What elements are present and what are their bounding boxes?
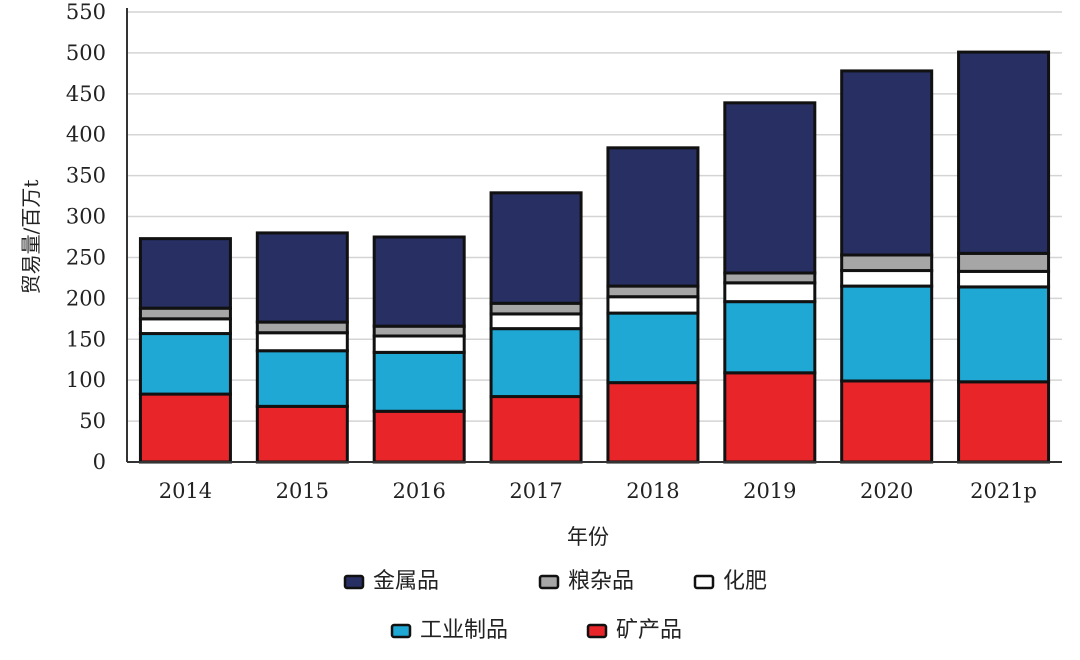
bar-segment-2019-1: [723, 300, 817, 375]
legend-label: 工业制品: [420, 618, 508, 643]
x-tick-label: 2018: [626, 479, 679, 503]
bar-segment-2014-0: [138, 392, 232, 464]
legend-swatch: [390, 623, 412, 639]
bar-segment-2020-4: [840, 69, 934, 257]
legend-swatch: [343, 574, 365, 590]
y-tick-label: 50: [79, 409, 106, 433]
bar-segment-2020-3: [840, 253, 934, 273]
legend-swatch: [693, 574, 715, 590]
bar-segment-2016-0: [372, 409, 466, 464]
legend-label: 粮杂品: [568, 569, 634, 594]
y-tick-label: 100: [66, 368, 106, 392]
axes: [126, 8, 1062, 463]
bar-segment-2021p-2: [957, 269, 1051, 289]
x-tick-label: 2020: [860, 479, 913, 503]
bar-segment-2017-4: [489, 191, 583, 305]
bar-segment-2019-4: [723, 101, 817, 275]
bar-segment-2015-0: [255, 404, 349, 464]
bar-segment-2018-2: [606, 295, 700, 315]
y-tick-label: 450: [66, 82, 106, 106]
x-tick-label: 2019: [743, 479, 796, 503]
x-tick-labels: 2014 2015 2016 2017 2018 2019 2020 2021p: [159, 479, 1037, 503]
bar-segment-2019-2: [723, 281, 817, 304]
y-tick-label: 550: [66, 0, 106, 24]
bar-segment-2015-2: [255, 331, 349, 353]
bar-segment-2017-0: [489, 395, 583, 464]
bar-segment-2017-3: [489, 301, 583, 316]
y-tick-label: 0: [93, 450, 106, 474]
bar-segment-2016-4: [372, 235, 466, 328]
bar-segment-2016-1: [372, 350, 466, 413]
bar-segment-2018-3: [606, 284, 700, 299]
y-tick-label: 200: [66, 286, 106, 310]
y-tick-label: 500: [66, 41, 106, 65]
bar-segment-2014-3: [138, 306, 232, 321]
legend-label: 金属品: [373, 569, 439, 594]
y-axis-title: 贸易量/百万t: [19, 180, 43, 295]
bar-segment-2017-2: [489, 312, 583, 331]
bars: [138, 50, 1051, 464]
bar-segment-2014-2: [138, 317, 232, 336]
bar-segment-2015-4: [255, 231, 349, 324]
x-axis-title: 年份: [567, 525, 609, 549]
bar-segment-2015-3: [255, 320, 349, 335]
bar-segment-2014-1: [138, 332, 232, 396]
bar-segment-2021p-4: [957, 50, 1051, 255]
y-tick-label: 250: [66, 245, 106, 269]
y-tick-label: 300: [66, 205, 106, 229]
bar-segment-2018-4: [606, 146, 700, 288]
legend-label: 化肥: [723, 569, 767, 594]
legend-swatch: [538, 574, 560, 590]
y-tick-label: 350: [66, 164, 106, 188]
x-tick-label: 2015: [276, 479, 329, 503]
bar-segment-2021p-3: [957, 251, 1051, 273]
bar-segment-2018-1: [606, 311, 700, 385]
legend-label: 矿产品: [616, 618, 682, 643]
bar-segment-2016-2: [372, 334, 466, 354]
bar-segment-2015-1: [255, 349, 349, 408]
x-tick-label: 2016: [392, 479, 445, 503]
bar-segment-2020-0: [840, 379, 934, 464]
bar-segment-2021p-0: [957, 380, 1051, 464]
bar-segment-2014-4: [138, 237, 232, 310]
x-tick-label: 2014: [159, 479, 212, 503]
bar-segment-2021p-1: [957, 285, 1051, 384]
bar-segment-2019-0: [723, 371, 817, 464]
x-tick-label: 2017: [509, 479, 562, 503]
x-tick-label: 2021p: [970, 479, 1037, 503]
y-tick-label: 150: [66, 327, 106, 351]
y-tick-labels: 0 50 100 150 200 250 300 350 400 450 500 550: [66, 0, 106, 474]
bar-segment-2018-0: [606, 381, 700, 464]
bar-segment-2020-2: [840, 269, 934, 288]
bar-segment-2020-1: [840, 284, 934, 383]
y-tick-label: 400: [66, 123, 106, 147]
legend-swatch: [586, 623, 608, 639]
bar-segment-2017-1: [489, 327, 583, 399]
